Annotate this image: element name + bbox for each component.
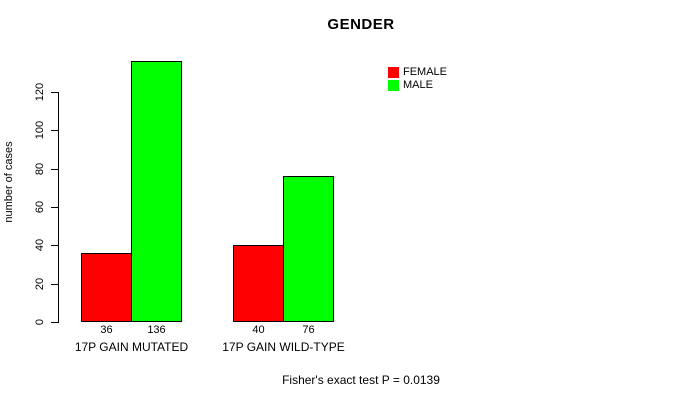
bar-value-label: 36 [100,324,113,336]
chart-title: GENDER [327,16,395,33]
y-tick-label: 60 [34,200,46,214]
y-axis-tick [51,322,58,323]
bar-female-group1 [81,253,132,322]
y-tick-label: 80 [34,162,46,175]
legend-swatch-female [388,67,399,78]
y-tick-label: 100 [34,121,46,140]
legend-item-male: MALE [388,79,433,92]
legend-item-female: FEMALE [388,66,447,79]
y-tick-label: 40 [34,239,46,252]
bar-value-label: 76 [302,324,315,336]
category-label: 17P GAIN MUTATED [74,340,189,354]
y-tick-label: 120 [34,82,46,102]
y-axis-tick [51,283,58,285]
bar-female-group2 [233,245,284,322]
y-axis-line [58,92,59,323]
bar-value-label: 40 [252,324,265,336]
bar-value-label: 136 [147,324,166,336]
y-axis-tick [51,130,58,132]
y-tick-label: 0 [34,318,46,326]
legend-label-female: FEMALE [403,66,448,78]
bar-male-group1 [131,61,182,322]
legend-swatch-male [388,80,399,91]
legend-label-male: MALE [403,79,433,91]
y-axis-tick [51,245,58,247]
y-axis-label: number of cases [3,141,15,223]
annotation-fisher-test: Fisher's exact test P = 0.0139 [282,373,440,387]
y-tick-label: 20 [34,277,46,290]
y-axis-tick [51,92,58,93]
bar-male-group2 [283,176,334,322]
y-axis-tick [51,168,58,170]
y-axis-tick [51,207,58,208]
category-label: 17P GAIN WILD-TYPE [222,340,345,354]
